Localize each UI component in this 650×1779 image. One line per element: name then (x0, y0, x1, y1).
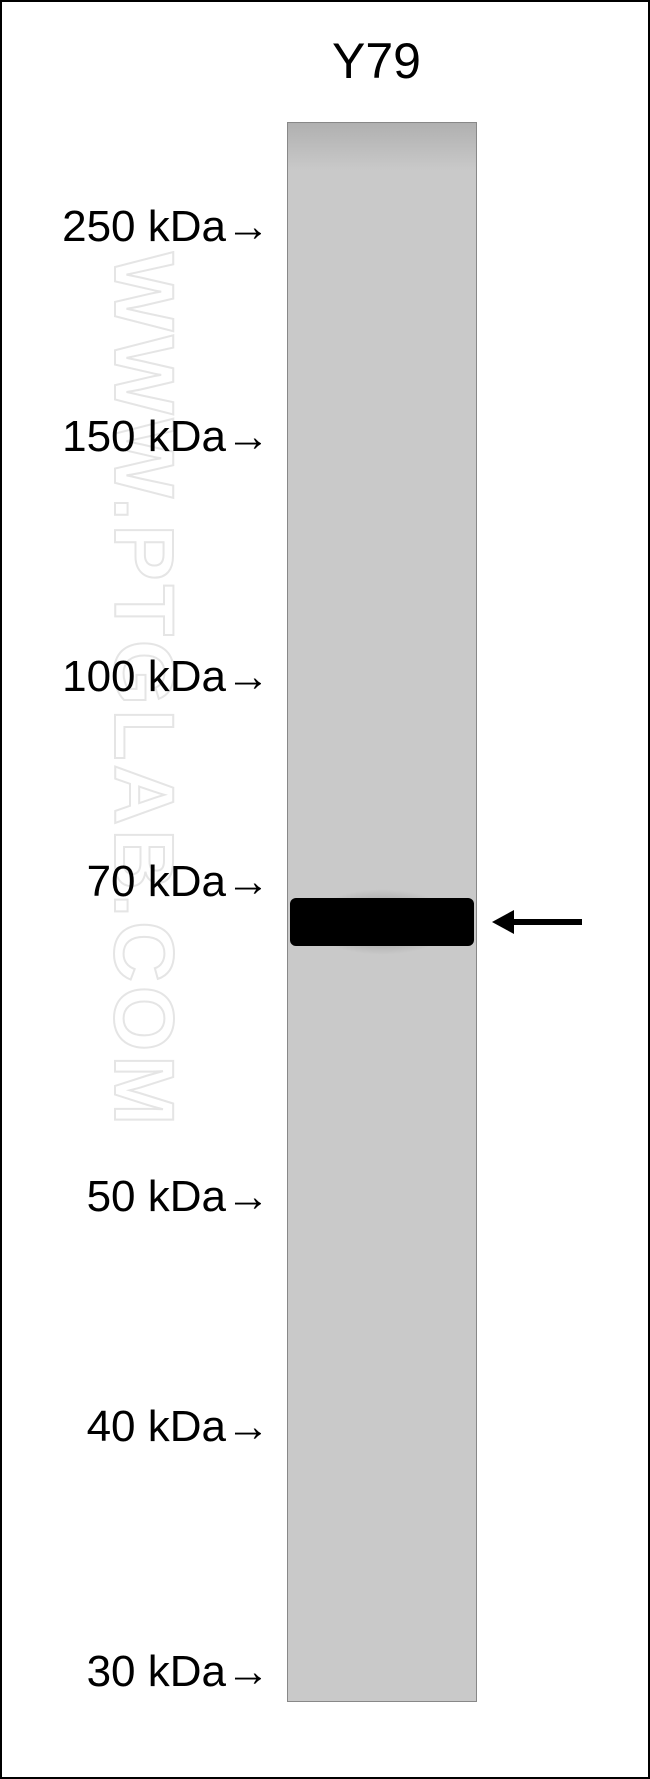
marker-label: 250 kDa→ (62, 202, 270, 252)
protein-band (290, 898, 474, 946)
lane-label: Y79 (332, 32, 421, 90)
marker-label: 150 kDa→ (62, 412, 270, 462)
marker-label: 70 kDa→ (87, 857, 270, 907)
marker-label: 30 kDa→ (87, 1647, 270, 1697)
marker-label: 50 kDa→ (87, 1172, 270, 1222)
marker-label: 100 kDa→ (62, 652, 270, 702)
marker-label: 40 kDa→ (87, 1402, 270, 1452)
result-arrow-icon (492, 902, 582, 942)
gel-lane (287, 122, 477, 1702)
blot-container: WWW.PTGLAB.COM Y79 250 kDa→150 kDa→100 k… (2, 2, 648, 1777)
